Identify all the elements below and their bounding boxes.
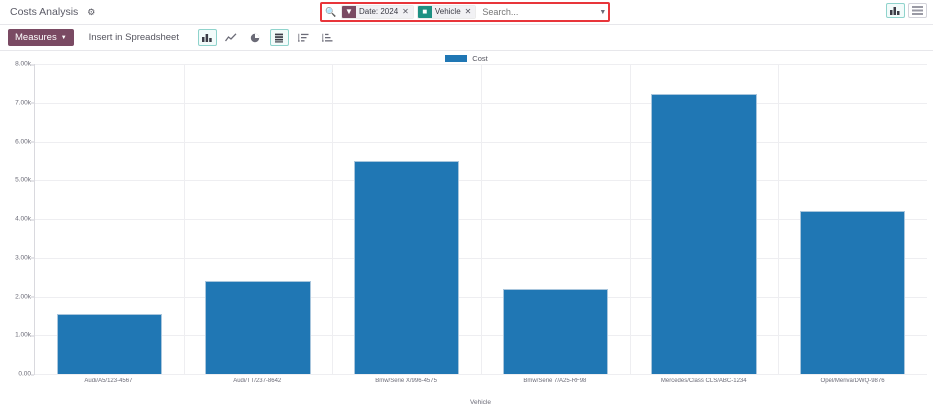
pie-chart-button[interactable] — [245, 29, 265, 46]
chart-container: Cost 0.00 1.00k 2.00k 3.00k 4.00k 5.00k 6.00k 7… — [0, 51, 933, 410]
x-axis-tick-label: Bmw/Serie 7/A25-RF98 — [523, 378, 587, 384]
x-axis-tick-label: Mercedes/Class CLS/ABC-1234 — [660, 378, 747, 384]
sort-descending-button[interactable] — [317, 29, 337, 46]
bar[interactable] — [353, 160, 460, 374]
gridline: 0.00 — [18, 371, 927, 378]
measures-button[interactable]: Measures ▼ — [8, 29, 74, 46]
sort-ascending-icon — [297, 33, 309, 42]
category-separator — [183, 64, 185, 374]
filter-icon: ▼ — [342, 6, 356, 18]
stacked-bars-icon — [275, 33, 284, 42]
chart-toolbar: Measures ▼ Insert in Spreadsheet — [0, 25, 933, 51]
control-panel: Costs Analysis ⚙ 🔍 ▼ Date: 2024 ✕ ■ Vehi… — [0, 0, 933, 25]
group-icon: ■ — [417, 6, 432, 18]
category-separator — [481, 64, 482, 374]
search-icon[interactable]: 🔍 — [325, 6, 337, 17]
sort-descending-icon — [321, 33, 333, 42]
category-separator — [629, 64, 631, 374]
chevron-down-icon[interactable]: ▼ — [599, 8, 607, 16]
x-axis-title: Vehicle — [470, 399, 491, 406]
y-axis-tick-label: 1.00k — [15, 331, 34, 339]
y-axis-tick-label: 4.00k — [15, 215, 34, 223]
plot-inner: 0.00 1.00k 2.00k 3.00k 4.00k 5.00k 6.00k 7.00k 8… — [15, 61, 927, 378]
bar[interactable] — [502, 288, 609, 374]
x-axis-tick-label: Bmw/Serie X/996-4575 — [375, 378, 437, 384]
list-view-icon — [912, 6, 923, 15]
facet-date[interactable]: ▼ Date: 2024 ✕ — [341, 5, 414, 19]
measures-button-label: Measures — [15, 32, 57, 43]
bar-chart-icon — [201, 34, 212, 42]
y-axis-tick-label: 2.00k — [15, 293, 34, 300]
chevron-down-icon: ▼ — [60, 34, 67, 41]
bar-series-cost — [35, 64, 927, 374]
search-input[interactable] — [476, 7, 600, 17]
line-chart-button[interactable] — [221, 29, 241, 46]
pie-chart-icon — [251, 33, 260, 42]
y-axis-tick-label: 0.00 — [18, 370, 34, 378]
y-axis-tick-label: 7.00k — [15, 99, 34, 107]
x-axis-tick-label: Opel/Meriva/DWQ-9876 — [820, 378, 885, 384]
facet-date-remove-icon[interactable]: ✕ — [402, 6, 413, 18]
y-axis-tick-label: 8.00k — [15, 60, 34, 68]
legend-label-cost: Cost — [472, 53, 488, 63]
bar[interactable] — [651, 94, 757, 374]
plot-area: 0.00 1.00k 2.00k 3.00k 4.00k 5.00k 6.00k 7.00k 8… — [15, 61, 927, 378]
graph-view-button[interactable] — [886, 3, 905, 18]
category-separator — [778, 64, 780, 374]
facet-vehicle-label: Vehicle — [431, 6, 465, 18]
bar-chart-icon — [890, 7, 900, 15]
y-axis-tick-label: 5.00k — [15, 176, 34, 184]
bar-chart-button[interactable] — [197, 29, 217, 46]
view-switcher — [886, 3, 927, 18]
gear-icon[interactable]: ⚙ — [87, 6, 96, 17]
bar[interactable] — [799, 210, 906, 374]
bar[interactable] — [56, 314, 163, 374]
bar[interactable] — [205, 281, 311, 374]
bar-cell — [332, 64, 481, 374]
x-axis-labels: Audi/A5/123-4567 Audi/TT/237-8642 Bmw/Seri… — [34, 378, 927, 390]
search-bar[interactable]: 🔍 ▼ Date: 2024 ✕ ■ Vehicle ✕ ▼ — [320, 2, 610, 22]
category-separator — [332, 64, 334, 374]
bar-cell — [630, 64, 779, 374]
sort-ascending-button[interactable] — [293, 29, 313, 46]
bar-cell — [184, 64, 333, 374]
bar-cell — [35, 64, 184, 374]
bar-cell — [778, 64, 927, 374]
facet-vehicle[interactable]: ■ Vehicle ✕ — [416, 5, 477, 19]
y-axis-tick-label: 3.00k — [15, 254, 34, 262]
insert-in-spreadsheet-button[interactable]: Insert in Spreadsheet — [82, 29, 185, 46]
list-view-button[interactable] — [908, 3, 927, 18]
legend-swatch-cost — [445, 54, 468, 62]
line-chart-icon — [225, 33, 237, 42]
stacked-button[interactable] — [269, 29, 289, 46]
page-title-text: Costs Analysis — [10, 6, 79, 18]
x-axis-tick-label: Audi/TT/237-8642 — [233, 378, 282, 384]
y-axis-tick-label: 6.00k — [15, 138, 34, 145]
bar-cell — [481, 64, 630, 374]
x-axis-tick-label: Audi/A5/123-4567 — [84, 378, 133, 384]
facet-vehicle-remove-icon[interactable]: ✕ — [464, 6, 476, 18]
facet-date-label: Date: 2024 — [356, 6, 403, 18]
chart-legend: Cost — [0, 51, 933, 65]
page-title: Costs Analysis ⚙ — [0, 6, 95, 18]
